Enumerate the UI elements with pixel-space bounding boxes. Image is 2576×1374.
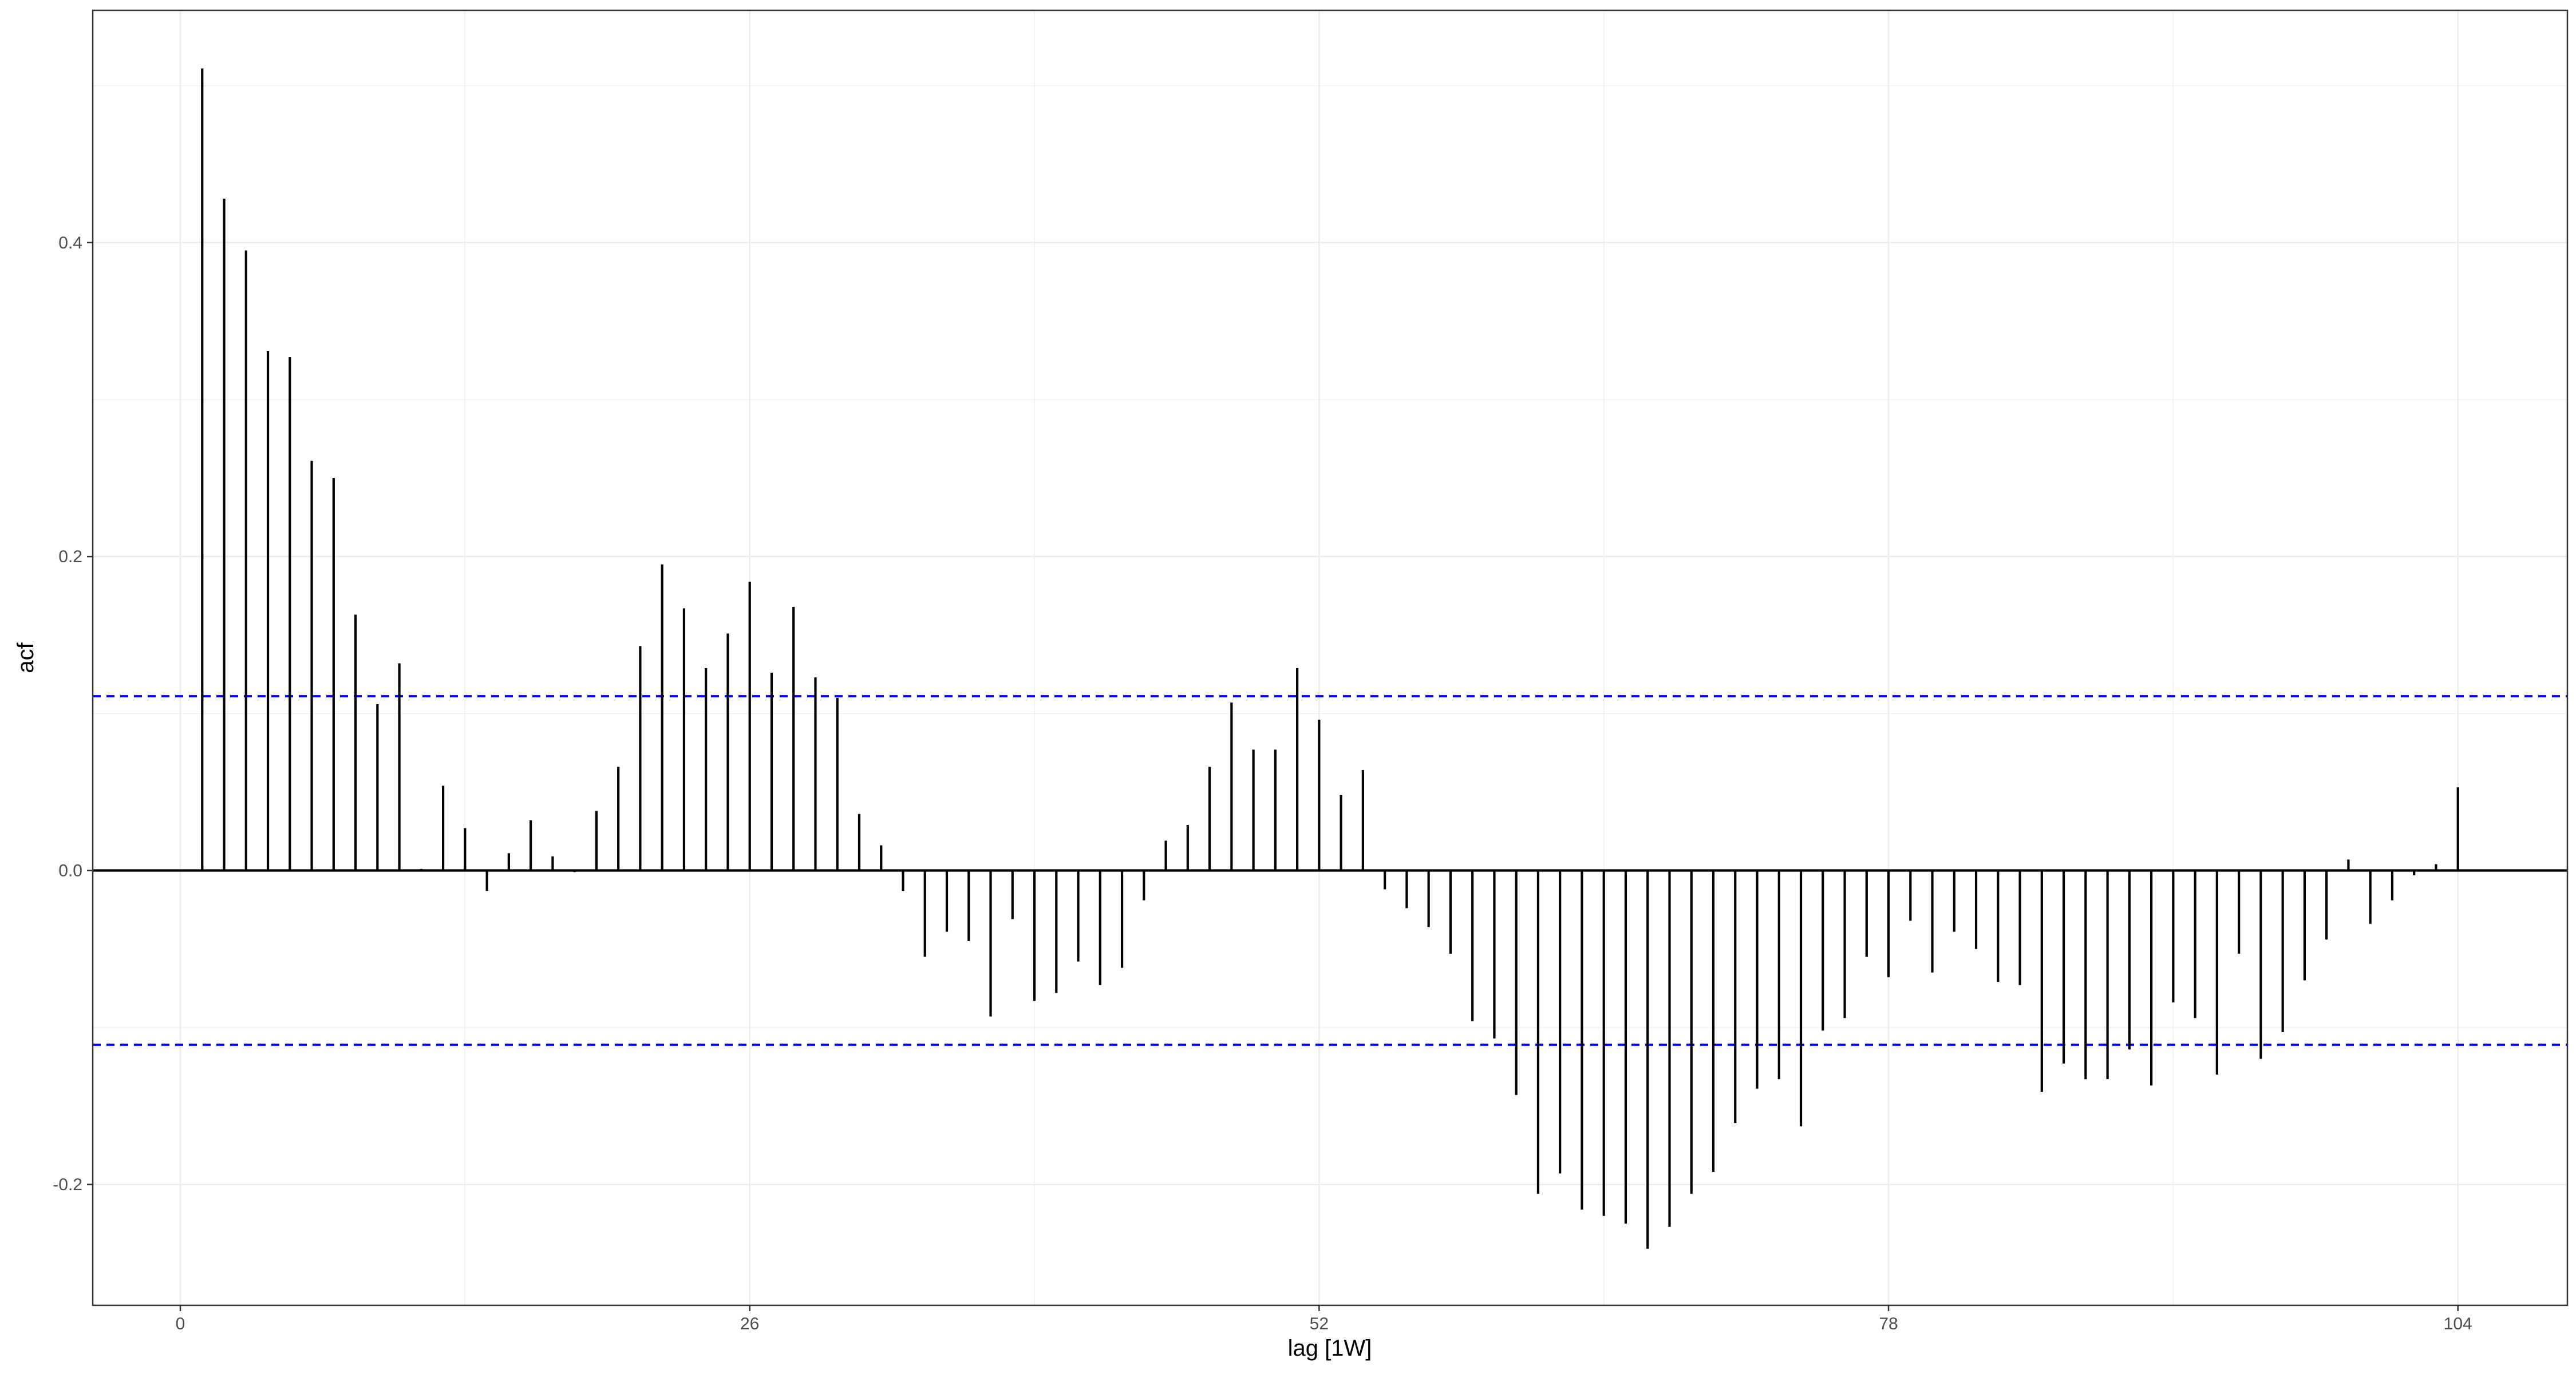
x-tick-label: 26 (740, 1314, 759, 1333)
x-tick-labels: 0 26 52 78 104 (176, 1314, 2472, 1333)
x-tick-label: 104 (2444, 1314, 2472, 1333)
confidence-bounds (93, 695, 2567, 1046)
x-tick-label: 52 (1310, 1314, 1329, 1333)
x-axis-title: lag [1W] (1288, 1336, 1372, 1361)
x-tick-label: 78 (1879, 1314, 1898, 1333)
y-tick-label: 0.4 (58, 234, 82, 252)
y-tick-labels: -0.2 0.0 0.2 0.4 (53, 234, 82, 1194)
acf-bars (201, 68, 2459, 1249)
y-tick-label: 0.0 (58, 862, 82, 881)
x-tick-label: 0 (176, 1314, 185, 1333)
minor-gridlines (93, 10, 2567, 1305)
y-tick-label: -0.2 (53, 1175, 82, 1194)
panel-border (92, 9, 2569, 1306)
y-axis-title: acf (13, 642, 38, 673)
axis-ticks (87, 242, 2459, 1311)
panel-background (93, 10, 2567, 1305)
y-tick-label: 0.2 (58, 547, 82, 566)
